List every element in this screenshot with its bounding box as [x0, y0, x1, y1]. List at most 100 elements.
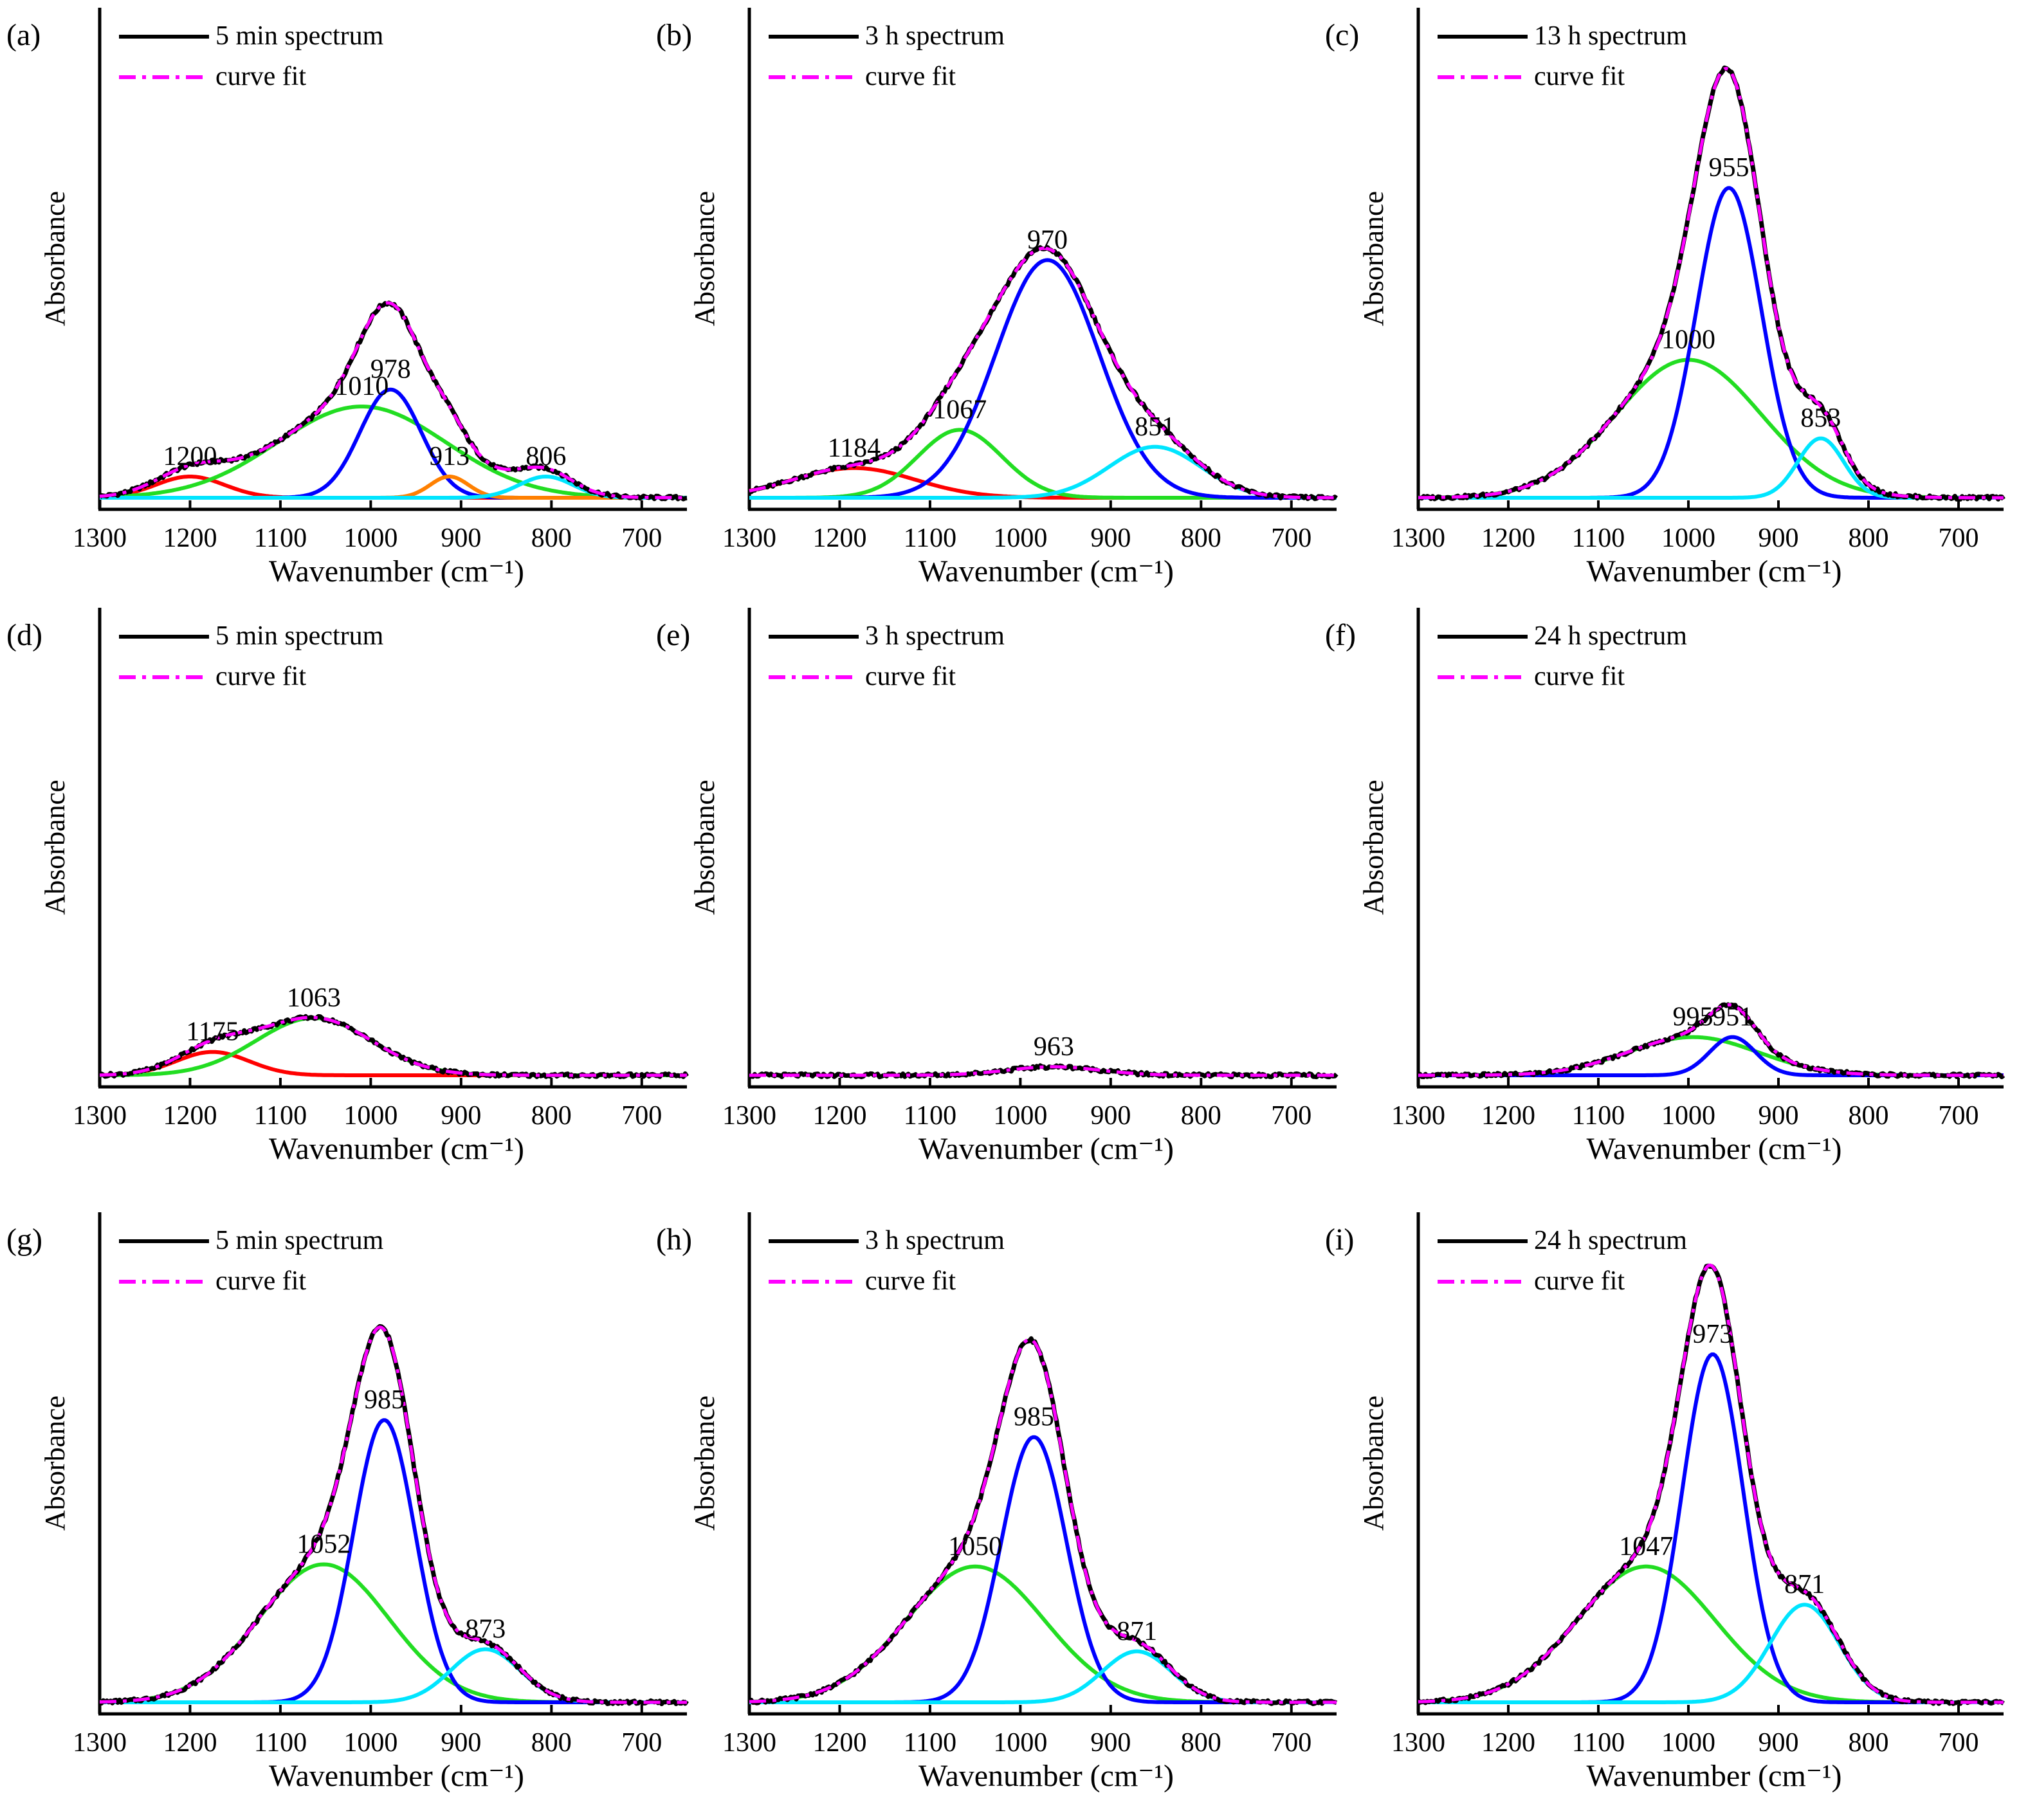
panel-c: 1300 1200 1100 1000 900 800 700 Wavenumber (cm⁻… [1325, 8, 2005, 588]
peak-label-871: 871 [1784, 1570, 1825, 1599]
peak-label-871: 871 [1117, 1617, 1157, 1646]
x-tick-label: 900 [1090, 1728, 1131, 1758]
x-tick-label: 900 [441, 1101, 481, 1131]
peak-label-951: 951 [1712, 1003, 1753, 1032]
x-tick-label: 1200 [1481, 1101, 1535, 1131]
legend-fit-label: curve fit [1534, 662, 1625, 691]
legend-spectrum-label: 5 min spectrum [215, 1226, 384, 1255]
x-tick-label: 1200 [163, 523, 217, 553]
peak-label-1175: 1175 [186, 1017, 239, 1047]
legend-fit-label: curve fit [865, 662, 956, 691]
peak-label-806: 806 [525, 442, 566, 471]
peak-label-1047: 1047 [1619, 1532, 1673, 1561]
x-tick-label: 800 [1849, 1101, 1889, 1131]
x-tick-label: 900 [1759, 523, 1799, 553]
x-tick-label: 700 [1271, 1728, 1311, 1758]
x-tick-label: 1300 [1391, 523, 1445, 553]
x-tick-label: 1100 [904, 1101, 956, 1131]
panel-label: (g) [6, 1223, 42, 1257]
peak-label-1200: 1200 [163, 442, 217, 471]
legend-fit-label: curve fit [865, 62, 956, 91]
x-tick-label: 1200 [812, 1728, 866, 1758]
legend-spectrum-label: 13 h spectrum [1534, 21, 1687, 51]
x-axis-title: Wavenumber (cm⁻¹) [918, 1132, 1174, 1166]
x-tick-label: 700 [621, 1728, 662, 1758]
x-tick-label: 1100 [904, 1728, 956, 1758]
x-tick-label: 1300 [73, 1101, 127, 1131]
x-tick-label: 1100 [254, 523, 307, 553]
panel-h: 1300 1200 1100 1000 900 800 700 Wavenumber (cm⁻… [656, 1212, 1337, 1793]
x-tick-label: 1300 [73, 1728, 127, 1758]
y-axis-title: Absorbance [1358, 191, 1389, 326]
component-873 [99, 1647, 688, 1704]
panel-d: 1300 1200 1100 1000 900 800 700 Wavenumber (cm⁻… [6, 608, 689, 1166]
x-tick-label: 1000 [343, 1728, 397, 1758]
component-995 [1418, 1035, 2004, 1077]
panel-g: 1300 1200 1100 1000 900 800 700 Wavenumber (cm⁻… [6, 1212, 689, 1793]
curve-fit [1418, 66, 2004, 500]
x-tick-label: 1100 [254, 1728, 307, 1758]
curve-fit [749, 246, 1337, 500]
x-tick-label: 1300 [722, 523, 776, 553]
peak-label-913: 913 [429, 442, 470, 471]
component-973 [1418, 1352, 2004, 1704]
panel-label: (a) [6, 18, 41, 52]
component-985 [99, 1418, 688, 1704]
x-tick-label: 1100 [1572, 1728, 1625, 1758]
x-tick-label: 900 [1759, 1728, 1799, 1758]
panel-b: 1300 1200 1100 1000 900 800 700 Wavenumber (cm⁻… [656, 8, 1338, 588]
curve-fit [100, 1015, 687, 1077]
x-tick-label: 800 [531, 1728, 572, 1758]
x-axis-title: Wavenumber (cm⁻¹) [269, 1132, 524, 1166]
peak-label-851: 851 [1135, 412, 1175, 442]
peak-label-970: 970 [1027, 225, 1068, 255]
legend-fit-label: curve fit [215, 1266, 306, 1296]
x-tick-label: 1200 [1481, 1728, 1535, 1758]
x-tick-label: 800 [1181, 1101, 1221, 1131]
component-1010 [99, 405, 688, 500]
measured-spectrum [99, 1324, 689, 1706]
x-tick-label: 1100 [904, 523, 956, 553]
curve-fit [1418, 1003, 2004, 1077]
panel-label: (h) [656, 1223, 692, 1257]
x-tick-label: 1000 [993, 1728, 1047, 1758]
curve-fit [99, 301, 687, 500]
panel-label: (e) [656, 618, 690, 652]
component-951 [1418, 1035, 2004, 1077]
component-1047 [1418, 1564, 2004, 1704]
measured-spectrum [747, 1336, 1337, 1706]
component-1052 [99, 1562, 688, 1704]
x-tick-label: 800 [1849, 523, 1889, 553]
x-tick-label: 700 [1271, 523, 1311, 553]
x-axis-title: Wavenumber (cm⁻¹) [269, 1759, 524, 1793]
x-axis-title: Wavenumber (cm⁻¹) [1586, 554, 1841, 588]
x-tick-label: 700 [1939, 523, 1979, 553]
y-axis-title: Absorbance [1358, 779, 1389, 915]
x-tick-label: 1200 [812, 523, 866, 553]
x-tick-label: 1000 [343, 1101, 397, 1131]
peak-label-1050: 1050 [948, 1532, 1002, 1561]
panel-label: (b) [656, 18, 692, 52]
x-tick-label: 1100 [1572, 523, 1625, 553]
x-axis-title: Wavenumber (cm⁻¹) [918, 1759, 1174, 1793]
y-axis-title: Absorbance [689, 779, 720, 915]
x-tick-label: 900 [1090, 523, 1131, 553]
y-axis-title: Absorbance [39, 191, 71, 326]
x-tick-label: 900 [441, 523, 481, 553]
x-tick-label: 800 [1849, 1728, 1889, 1758]
legend-fit-label: curve fit [1534, 1266, 1625, 1296]
x-tick-label: 700 [1939, 1728, 1979, 1758]
x-tick-label: 1000 [343, 523, 397, 553]
component-871 [749, 1649, 1337, 1704]
peak-label-985: 985 [364, 1385, 405, 1415]
x-tick-label: 700 [621, 1101, 662, 1131]
legend-spectrum-label: 5 min spectrum [215, 21, 384, 51]
peak-label-853: 853 [1800, 404, 1841, 433]
peak-label-1067: 1067 [933, 395, 987, 424]
legend-spectrum-label: 3 h spectrum [865, 1226, 1005, 1255]
x-tick-label: 900 [441, 1728, 481, 1758]
panel-label: (f) [1325, 618, 1356, 652]
legend-spectrum-label: 5 min spectrum [215, 621, 384, 651]
peak-label-1063: 1063 [287, 983, 341, 1013]
component-1000 [1418, 358, 2004, 500]
